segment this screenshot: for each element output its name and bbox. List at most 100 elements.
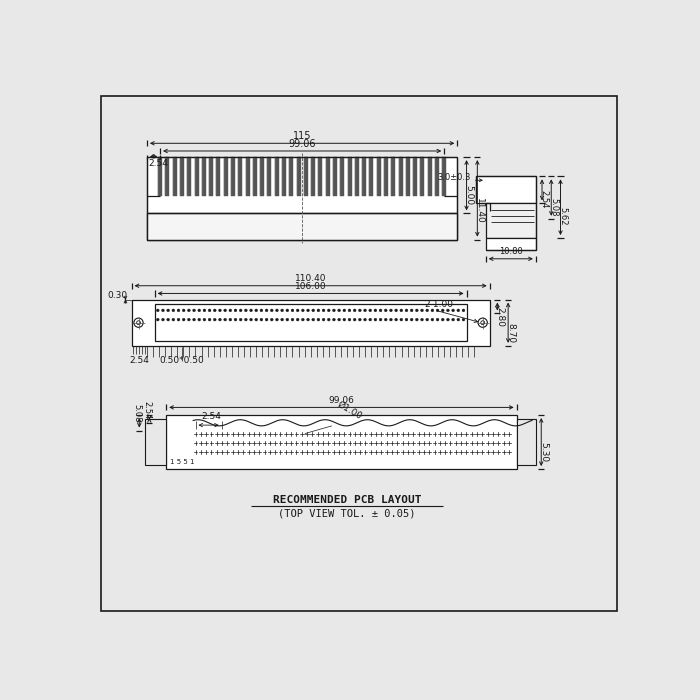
- Bar: [333, 157, 337, 195]
- Circle shape: [281, 318, 284, 321]
- Circle shape: [442, 318, 444, 321]
- Circle shape: [436, 318, 439, 321]
- Circle shape: [348, 318, 351, 321]
- Text: 5.30: 5.30: [539, 442, 548, 462]
- Circle shape: [193, 309, 195, 312]
- Circle shape: [214, 309, 216, 312]
- Circle shape: [255, 309, 258, 312]
- Bar: [202, 157, 206, 195]
- Circle shape: [224, 309, 227, 312]
- Bar: [384, 157, 388, 195]
- Circle shape: [167, 318, 169, 321]
- Circle shape: [328, 318, 330, 321]
- Bar: [231, 157, 235, 195]
- Circle shape: [260, 318, 262, 321]
- Circle shape: [188, 318, 190, 321]
- Circle shape: [436, 309, 439, 312]
- Bar: [155, 304, 466, 341]
- Circle shape: [156, 309, 159, 312]
- Bar: [398, 157, 402, 195]
- Circle shape: [447, 318, 449, 321]
- Circle shape: [134, 318, 143, 328]
- Text: 11.40: 11.40: [475, 198, 484, 224]
- Circle shape: [317, 309, 320, 312]
- Circle shape: [447, 309, 449, 312]
- Circle shape: [162, 309, 164, 312]
- Circle shape: [276, 309, 279, 312]
- Circle shape: [265, 309, 268, 312]
- Circle shape: [374, 309, 377, 312]
- Bar: [421, 157, 424, 195]
- Bar: [238, 157, 242, 195]
- Circle shape: [229, 309, 232, 312]
- Circle shape: [250, 309, 253, 312]
- Text: 5.08: 5.08: [132, 405, 141, 423]
- Circle shape: [234, 309, 237, 312]
- Bar: [391, 157, 395, 195]
- Bar: [377, 157, 381, 195]
- Bar: [406, 157, 410, 195]
- Text: 2.54: 2.54: [201, 412, 220, 421]
- Circle shape: [358, 309, 361, 312]
- Circle shape: [239, 309, 242, 312]
- Bar: [304, 157, 308, 195]
- Circle shape: [384, 318, 387, 321]
- Bar: [340, 157, 344, 195]
- Circle shape: [405, 309, 408, 312]
- Circle shape: [286, 318, 288, 321]
- Circle shape: [177, 318, 180, 321]
- Text: 5.08: 5.08: [549, 197, 558, 216]
- Bar: [147, 214, 457, 239]
- Bar: [158, 157, 162, 195]
- Circle shape: [322, 318, 325, 321]
- Circle shape: [312, 309, 314, 312]
- Circle shape: [431, 318, 434, 321]
- Circle shape: [307, 309, 309, 312]
- Circle shape: [239, 318, 242, 321]
- Circle shape: [395, 309, 398, 312]
- Circle shape: [343, 309, 346, 312]
- Circle shape: [354, 309, 356, 312]
- Circle shape: [302, 309, 304, 312]
- Circle shape: [182, 318, 185, 321]
- Bar: [311, 157, 315, 195]
- Circle shape: [276, 318, 279, 321]
- Circle shape: [442, 309, 444, 312]
- Bar: [370, 157, 373, 195]
- Bar: [274, 157, 279, 195]
- Circle shape: [332, 309, 335, 312]
- Bar: [145, 419, 167, 465]
- Bar: [132, 300, 490, 346]
- Circle shape: [354, 318, 356, 321]
- Circle shape: [193, 318, 195, 321]
- Circle shape: [260, 309, 262, 312]
- Bar: [428, 157, 432, 195]
- Circle shape: [478, 318, 487, 328]
- Bar: [282, 157, 286, 195]
- Circle shape: [162, 318, 164, 321]
- Circle shape: [322, 309, 325, 312]
- Circle shape: [337, 309, 340, 312]
- Text: 1 5 5 1: 1 5 5 1: [170, 459, 195, 466]
- Circle shape: [343, 318, 346, 321]
- Circle shape: [203, 309, 206, 312]
- Circle shape: [250, 318, 253, 321]
- Circle shape: [218, 318, 221, 321]
- Text: 2.54: 2.54: [143, 400, 151, 419]
- Text: 5.62: 5.62: [559, 207, 567, 225]
- Bar: [362, 157, 366, 195]
- Circle shape: [431, 309, 434, 312]
- Text: 2.54: 2.54: [540, 190, 549, 209]
- Circle shape: [374, 318, 377, 321]
- Circle shape: [198, 309, 201, 312]
- Circle shape: [416, 309, 418, 312]
- Bar: [442, 157, 446, 195]
- Text: 0.30: 0.30: [108, 291, 127, 300]
- Bar: [173, 157, 176, 195]
- Circle shape: [462, 309, 465, 312]
- Circle shape: [244, 309, 247, 312]
- Bar: [326, 157, 330, 195]
- Text: Ø1.00: Ø1.00: [336, 400, 363, 421]
- Bar: [246, 157, 249, 195]
- Circle shape: [188, 309, 190, 312]
